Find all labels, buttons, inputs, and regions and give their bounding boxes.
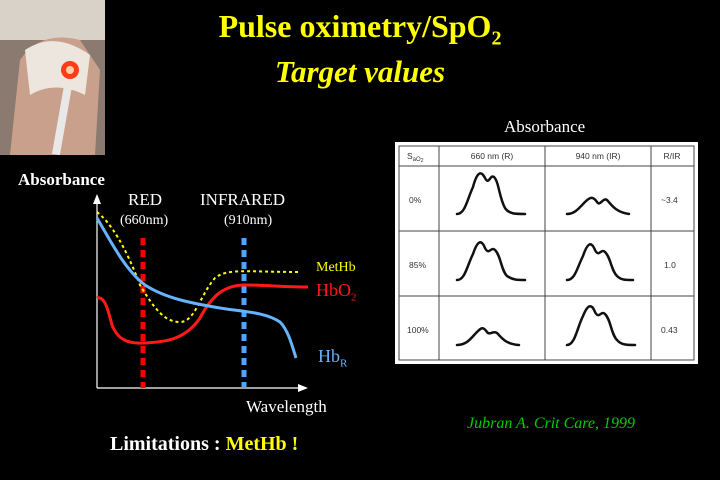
x-axis-arrow: [298, 384, 308, 392]
red-wavelength: (660nm): [120, 213, 169, 228]
row-ratio: 1.0: [664, 260, 676, 270]
slide-title: Pulse oximetry/SpO2: [218, 8, 502, 50]
y-axis-arrow: [93, 194, 101, 204]
header-940nm: 940 nm (IR): [576, 151, 621, 161]
waveform-940-2: [565, 304, 637, 347]
methb-label: MetHb: [316, 260, 356, 275]
methb-curve: [96, 211, 301, 324]
hbo2-label: HbO2: [316, 280, 357, 304]
header-660nm: 660 nm (R): [471, 151, 514, 161]
hbr-curve: [95, 217, 298, 359]
row-ratio: 0.43: [661, 325, 678, 335]
waveform-660-1: [455, 241, 527, 282]
x-axis-label: Wavelength: [246, 397, 327, 416]
limitations-note: Limitations : MetHb !: [110, 433, 299, 455]
infrared-wavelength: (910nm): [224, 213, 273, 228]
y-axis-label: Absorbance: [18, 170, 105, 189]
header-ratio: R/IR: [664, 151, 681, 161]
finger-probe-photo: [0, 0, 105, 155]
waveform-940-1: [565, 243, 635, 282]
citation: Jubran A. Crit Care, 1999: [467, 415, 636, 432]
waveform-660-2: [455, 327, 521, 347]
hbo2-curve: [96, 283, 309, 345]
waveform-940-0: [565, 196, 631, 216]
waveform-660-0: [455, 172, 527, 216]
table-absorbance-label: Absorbance: [504, 117, 586, 136]
hbr-label: HbR: [318, 346, 348, 370]
row-sao2: 100%: [407, 325, 429, 335]
infrared-label: INFRARED: [200, 190, 286, 209]
header-sao2: SaO2: [407, 151, 424, 164]
row-ratio: ~3.4: [661, 195, 678, 205]
absorbance-table: SaO2 660 nm (R) 940 nm (IR) R/IR 0% 85% …: [395, 142, 698, 364]
row-sao2: 85%: [409, 260, 426, 270]
red-label: RED: [128, 190, 162, 209]
row-sao2: 0%: [409, 195, 422, 205]
slide-subtitle: Target values: [274, 54, 446, 89]
